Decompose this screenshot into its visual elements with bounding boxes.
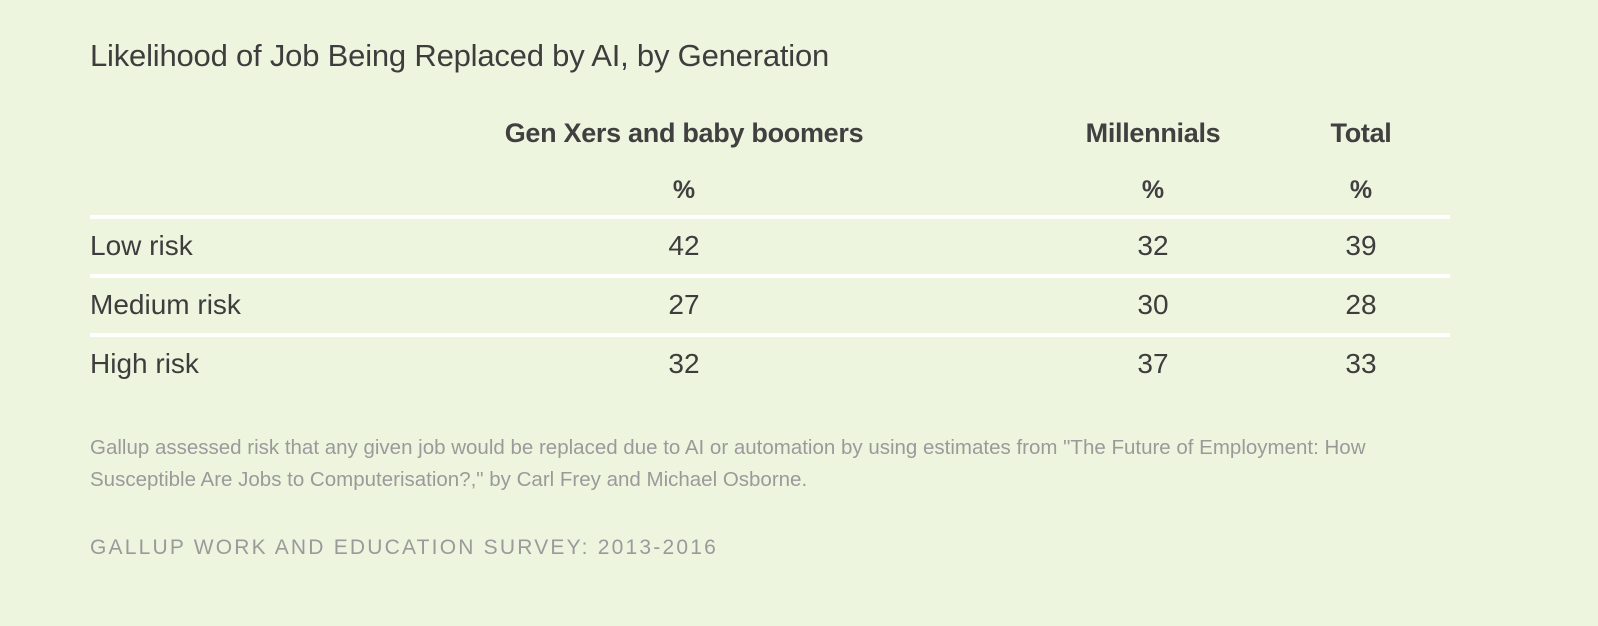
table-cell: 32	[1137, 230, 1169, 261]
column-unit: %	[1141, 176, 1165, 204]
row-divider	[90, 274, 1450, 278]
table-cell: 42	[668, 230, 700, 261]
chart-source: GALLUP WORK AND EDUCATION SURVEY: 2013-2…	[90, 536, 718, 559]
row-divider	[90, 215, 1450, 219]
row-label: High risk	[90, 348, 199, 379]
table-cell: 28	[1345, 289, 1377, 320]
row-label: Low risk	[90, 230, 193, 261]
table-cell: 32	[668, 348, 700, 379]
column-unit: %	[1349, 176, 1373, 204]
table-cell: 30	[1137, 289, 1169, 320]
chart-title: Likelihood of Job Being Replaced by AI, …	[90, 38, 830, 73]
column-header: Total	[1330, 118, 1392, 148]
table-cell: 27	[668, 289, 700, 320]
chart-note: Gallup assessed risk that any given job …	[90, 436, 1366, 491]
column-unit: %	[672, 176, 696, 204]
table-cell: 39	[1345, 230, 1377, 261]
column-header: Gen Xers and baby boomers	[504, 118, 864, 148]
row-label: Medium risk	[90, 289, 241, 320]
row-divider	[90, 333, 1450, 337]
table-cell: 33	[1345, 348, 1377, 379]
table-cell: 37	[1137, 348, 1169, 379]
column-header: Millennials	[1085, 118, 1221, 148]
